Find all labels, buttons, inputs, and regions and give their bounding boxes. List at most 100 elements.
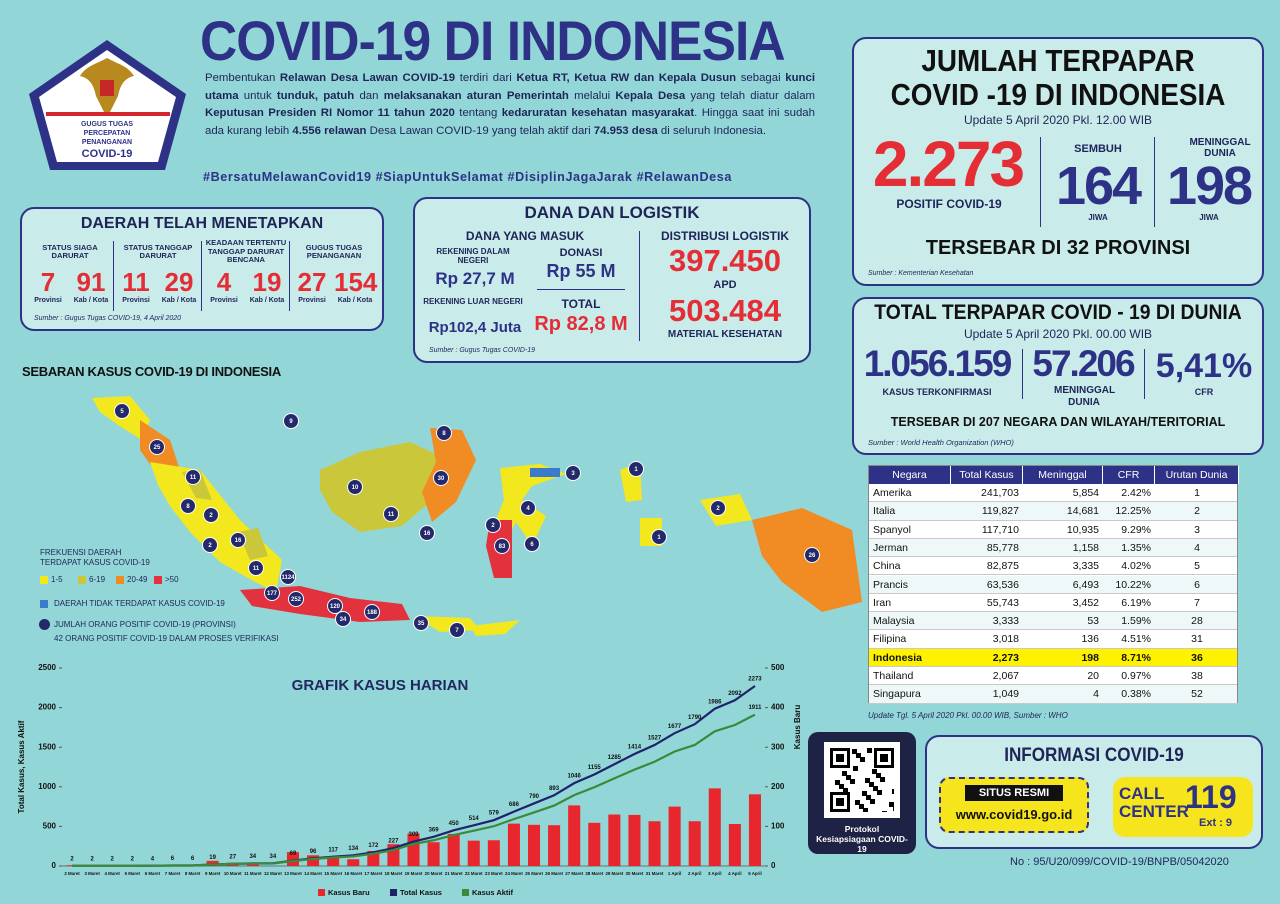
data-label: 227 xyxy=(388,839,399,845)
y-tick-label: 2500 xyxy=(38,663,56,672)
bar xyxy=(327,857,340,866)
table-cell: 6,493 xyxy=(1072,578,1099,591)
marker-label: 16 xyxy=(424,531,431,537)
x-tick-label: 16 Maret xyxy=(344,871,362,876)
table-cell: Indonesia xyxy=(873,651,923,664)
table-row xyxy=(869,557,1237,576)
table-cell: 20 xyxy=(1087,670,1099,682)
label: REKENING DALAM NEGERI xyxy=(436,247,510,265)
marker-label: 1 xyxy=(657,535,661,541)
qr-module xyxy=(839,784,844,789)
bar xyxy=(286,852,300,866)
table-cell: 10,935 xyxy=(1066,523,1099,536)
province-marker xyxy=(114,403,130,419)
divider xyxy=(537,289,625,290)
y2-axis-label: Kasus Baru xyxy=(793,705,802,750)
amount: Rp 55 M xyxy=(546,261,616,281)
table-cell: 6 xyxy=(1194,578,1200,591)
intro-segment: sebagai xyxy=(736,72,786,84)
table-cell: 4 xyxy=(1093,688,1099,701)
legend-label: >50 xyxy=(165,575,179,584)
group-label: GUGUS TUGAS PENANGANAN xyxy=(305,242,363,260)
intro: Pembentukan Relawan Desa Lawan COVID-19 … xyxy=(205,70,815,140)
call-label: CALL CENTER xyxy=(1119,784,1189,821)
intro-segment: terdiri dari xyxy=(455,72,517,84)
table-cell: 1,158 xyxy=(1072,541,1099,554)
data-label: 893 xyxy=(549,786,560,792)
table-cell: 3 xyxy=(1194,523,1200,536)
info-card: INFORMASI COVID-19 SITUS RESMI www.covid19… xyxy=(925,735,1263,849)
spread: TERSEBAR DI 207 NEGARA DAN WILAYAH/TERIT… xyxy=(890,415,1226,429)
qr-module xyxy=(865,778,870,783)
province-marker xyxy=(413,615,429,631)
province-marker xyxy=(804,547,820,563)
logo-stripe xyxy=(46,112,170,116)
data-label: 1046 xyxy=(568,774,582,780)
data-label: 2 xyxy=(131,856,135,862)
x-tick-label: 3 April xyxy=(708,871,722,876)
regency-count: 29 xyxy=(164,267,194,297)
x-tick-label: 21 Maret xyxy=(445,871,463,876)
intro-segment: yang telah diatur dalam xyxy=(685,89,816,102)
table-cell: Italia xyxy=(873,505,896,518)
intro-segment: Ketua RT, Ketua RW dan Kepala Dusun xyxy=(516,72,737,84)
data-label: 1677 xyxy=(668,724,682,730)
y2-tick-label: 0 xyxy=(771,861,776,870)
qr-module xyxy=(835,780,840,785)
section-label: DANA YANG MASUK xyxy=(465,229,585,243)
province-count: 11 xyxy=(122,267,150,297)
table-cell: 52 xyxy=(1191,688,1203,701)
call-center[interactable]: CALL CENTER 119 Ext : 9 xyxy=(1113,777,1253,837)
x-tick-label: 5 April xyxy=(748,871,762,876)
province-marker xyxy=(419,525,435,541)
marker-label: 11 xyxy=(388,512,395,518)
regency-count: 154 xyxy=(334,267,378,297)
province-unit: Provinsi xyxy=(122,297,150,304)
legend-label: 1-5 xyxy=(51,575,63,584)
province-marker xyxy=(283,413,299,429)
x-tick-label: 30 Maret xyxy=(626,871,644,876)
region xyxy=(530,468,560,477)
site-button[interactable]: SITUS RESMI www.covid19.go.id xyxy=(939,777,1089,833)
province-marker xyxy=(347,479,363,495)
marker-label: 25 xyxy=(154,445,161,451)
marker-label: 2 xyxy=(491,523,495,529)
qr-module xyxy=(872,769,877,774)
table-header: Total Kasus xyxy=(951,466,1023,484)
source: Sumber : Gugus Tugas COVID-19 xyxy=(429,347,536,354)
group-label: KEADAAN TERTENTU TANGGAP DARURAT BENCANA xyxy=(205,238,287,265)
divider xyxy=(1144,349,1145,399)
intro-segment: melalui xyxy=(568,89,616,102)
bar xyxy=(527,824,541,866)
table-cell: 198 xyxy=(1081,651,1099,664)
table-cell: 14,681 xyxy=(1066,505,1099,518)
y2-tick-label: 200 xyxy=(771,782,785,791)
table-row xyxy=(869,520,1237,539)
intro-segment: Relawan Desa Lawan COVID-19 xyxy=(279,72,456,84)
dunia-card: TOTAL TERPAPAR COVID - 19 DI DUNIA Update… xyxy=(852,297,1264,455)
marker-label: 188 xyxy=(367,610,378,616)
data-label: 369 xyxy=(429,827,440,833)
data-label: 1527 xyxy=(648,736,662,742)
table-cell: 3,018 xyxy=(992,633,1019,646)
indonesia-card: JUMLAH TERPAPAR COVID -19 DI INDONESIA Upd… xyxy=(852,37,1264,286)
divider xyxy=(289,241,290,311)
qr-module xyxy=(877,790,882,795)
province-marker xyxy=(280,569,296,585)
table-row xyxy=(869,648,1237,667)
marker-label: 1 xyxy=(634,467,638,473)
y-tick-label: 500 xyxy=(43,822,57,831)
bar xyxy=(307,855,320,866)
qr-module xyxy=(870,799,875,804)
logo-text: PENANGANAN xyxy=(82,139,132,146)
marker-label: 7 xyxy=(455,628,459,634)
table-row xyxy=(869,685,1237,704)
label: MENINGGAL DUNIA xyxy=(1054,385,1116,408)
table-header: Urutan Dunia xyxy=(1155,466,1239,484)
qr-module xyxy=(852,749,857,754)
province-marker xyxy=(248,560,264,576)
regency-count: 19 xyxy=(252,267,282,297)
bar xyxy=(688,821,701,866)
intro-segment: tentang xyxy=(454,107,502,120)
table-note: Update Tgl. 5 April 2020 Pkl. 00.00 WIB,… xyxy=(868,711,1068,720)
